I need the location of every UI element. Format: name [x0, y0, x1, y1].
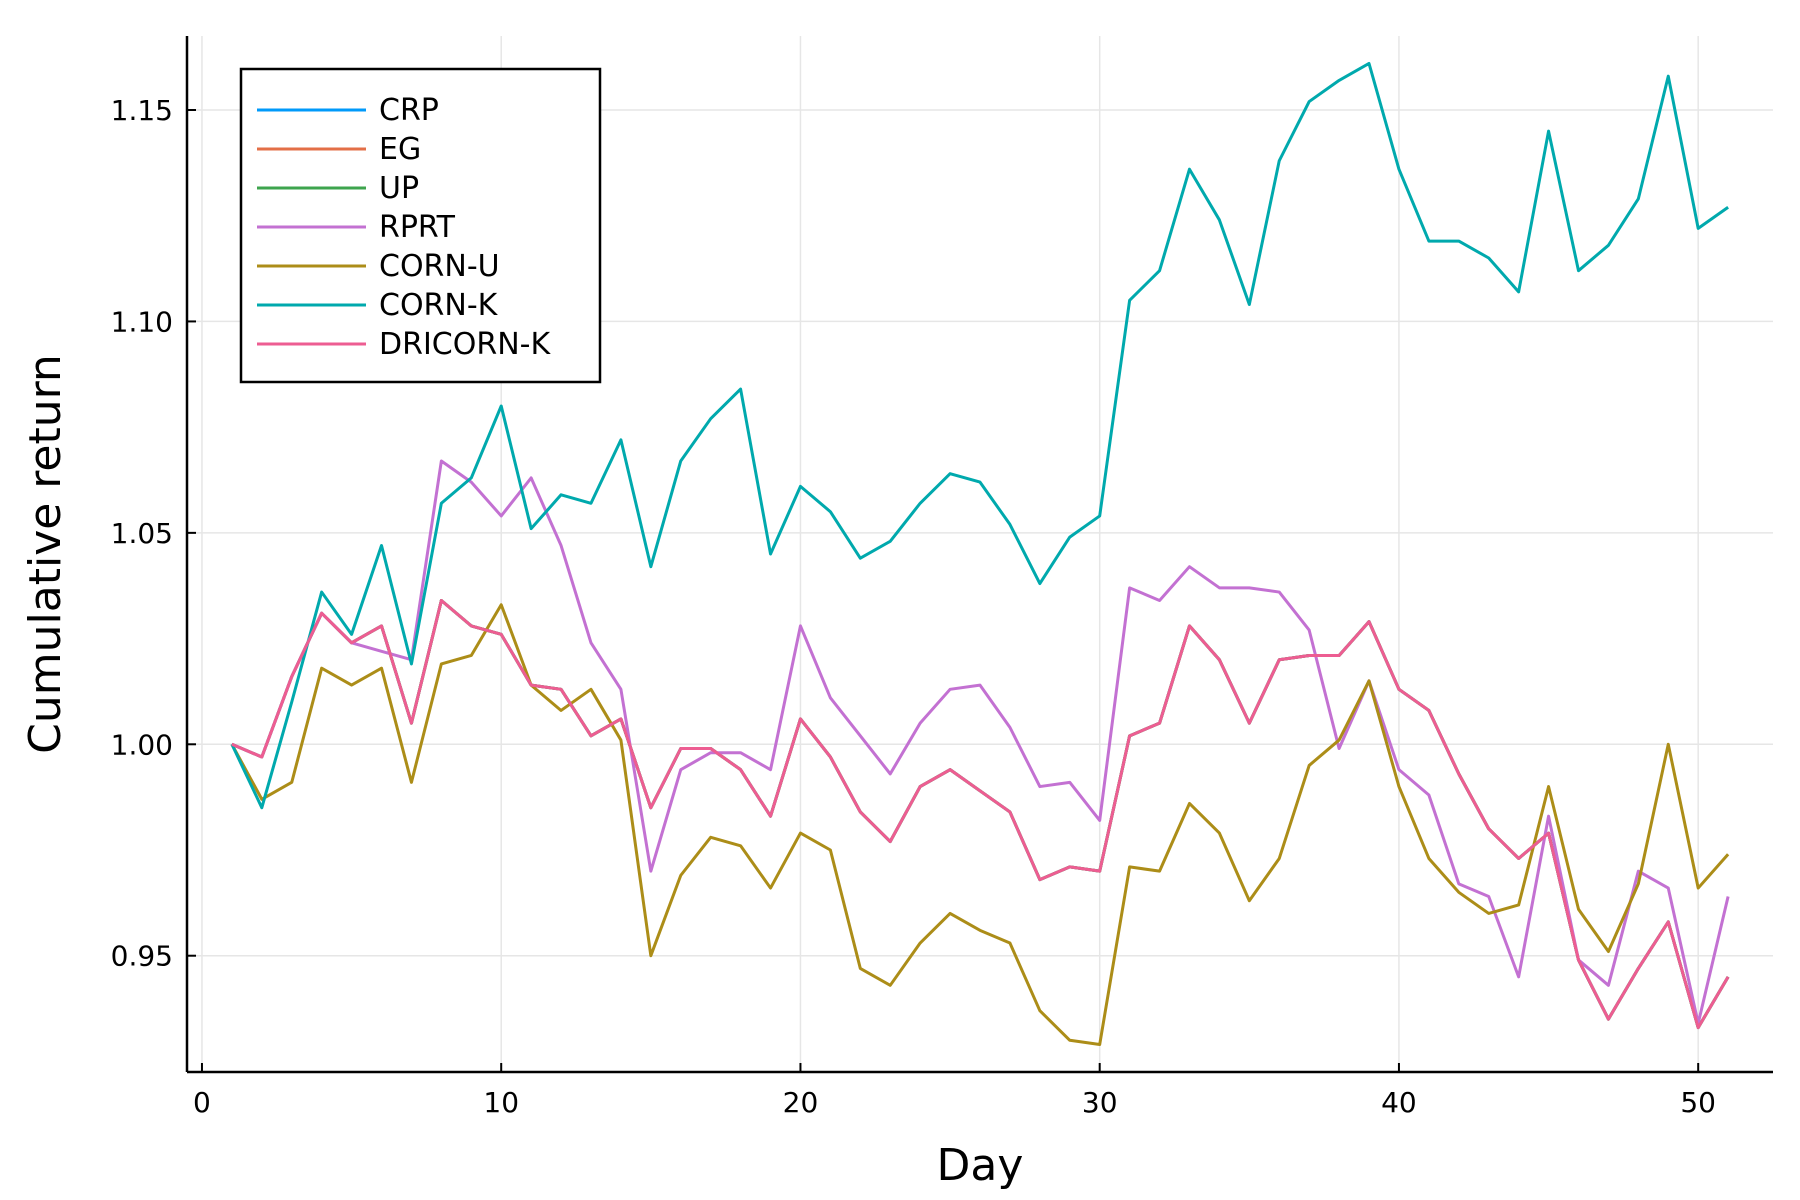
series-line-up: [231, 599, 1730, 1030]
y-ticks: 0.95 1.00 1.05 1.10 1.15: [111, 94, 196, 973]
legend-label: CORN-U: [379, 249, 500, 284]
series-line-corn-k: [230, 61, 1729, 810]
y-tick-label: 1.15: [111, 94, 173, 127]
legend-label: EG: [379, 132, 421, 167]
series-line-dricorn-k: [231, 599, 1730, 1030]
series-line-corn-u: [230, 603, 1730, 1047]
legend-label: UP: [379, 171, 419, 206]
x-tick-label: 50: [1680, 1086, 1716, 1119]
x-tick-label: 10: [483, 1086, 519, 1119]
series-layer: [230, 61, 1730, 1047]
legend-label: CRP: [379, 93, 439, 128]
legend: CRP EG UP RPRT CORN-U CORN-K DRICORN-K: [239, 67, 602, 384]
x-tick-label: 40: [1381, 1086, 1417, 1119]
x-axis-title: Day: [937, 1140, 1024, 1191]
y-tick-label: 1.00: [111, 728, 173, 761]
y-axis-title: Cumulative return: [20, 354, 71, 754]
x-tick-label: 0: [193, 1086, 211, 1119]
legend-label: CORN-K: [379, 288, 499, 323]
x-ticks: 0 10 20 30 40 50: [193, 1063, 1716, 1119]
x-tick-label: 20: [783, 1086, 819, 1119]
series-line-eg: [231, 599, 1730, 1030]
series-line-rprt: [231, 459, 1730, 1025]
y-tick-label: 0.95: [111, 940, 173, 973]
y-tick-label: 1.10: [111, 305, 173, 338]
y-tick-label: 1.05: [111, 517, 173, 550]
legend-label: DRICORN-K: [379, 327, 551, 362]
x-tick-label: 30: [1082, 1086, 1118, 1119]
axes-layer: [185, 36, 1773, 1074]
legend-label: RPRT: [379, 210, 456, 245]
series-line-crp: [231, 599, 1730, 1030]
